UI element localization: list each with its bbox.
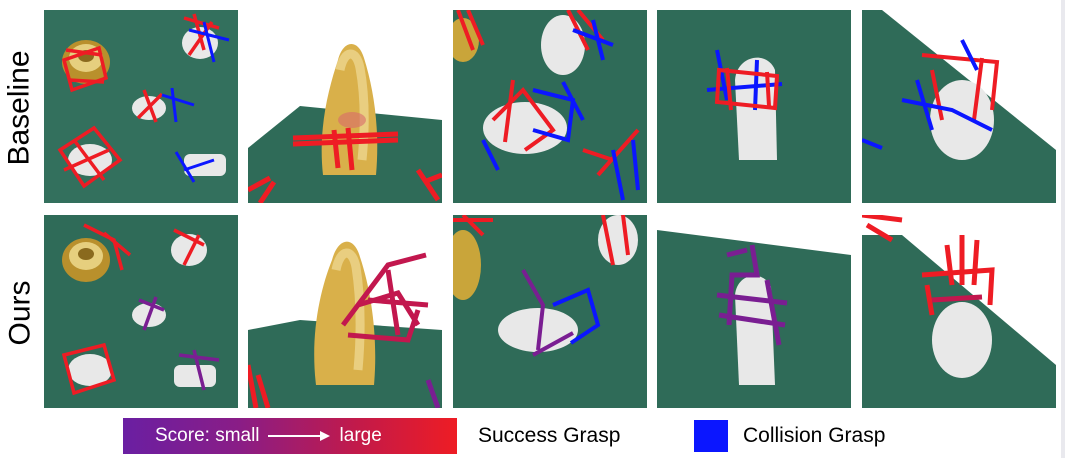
collision-swatch [694, 420, 728, 452]
baseline-scene-closeup-a [453, 10, 647, 203]
baseline-scene-cone [248, 10, 442, 203]
baseline-scene-topview [44, 10, 238, 203]
ours-scene-cone [248, 215, 442, 408]
score-large-label: large [339, 425, 382, 446]
success-grasp-label: Success Grasp [478, 424, 621, 447]
ours-scene-topview [44, 215, 238, 408]
right-arrow-icon [267, 429, 332, 443]
row-label-baseline: Baseline [3, 49, 37, 166]
baseline-scene-closeup-c [862, 10, 1056, 203]
score-legend-bar: Score: small large [123, 418, 457, 454]
row-label-ours: Ours [3, 279, 37, 346]
right-border [1061, 0, 1065, 458]
ours-scene-closeup-c [862, 215, 1056, 408]
score-small-label: Score: small [155, 425, 260, 446]
collision-grasp-label: Collision Grasp [743, 424, 886, 447]
baseline-scene-closeup-b [657, 10, 851, 203]
ours-scene-closeup-b [657, 215, 851, 408]
ours-scene-closeup-a [453, 215, 647, 408]
